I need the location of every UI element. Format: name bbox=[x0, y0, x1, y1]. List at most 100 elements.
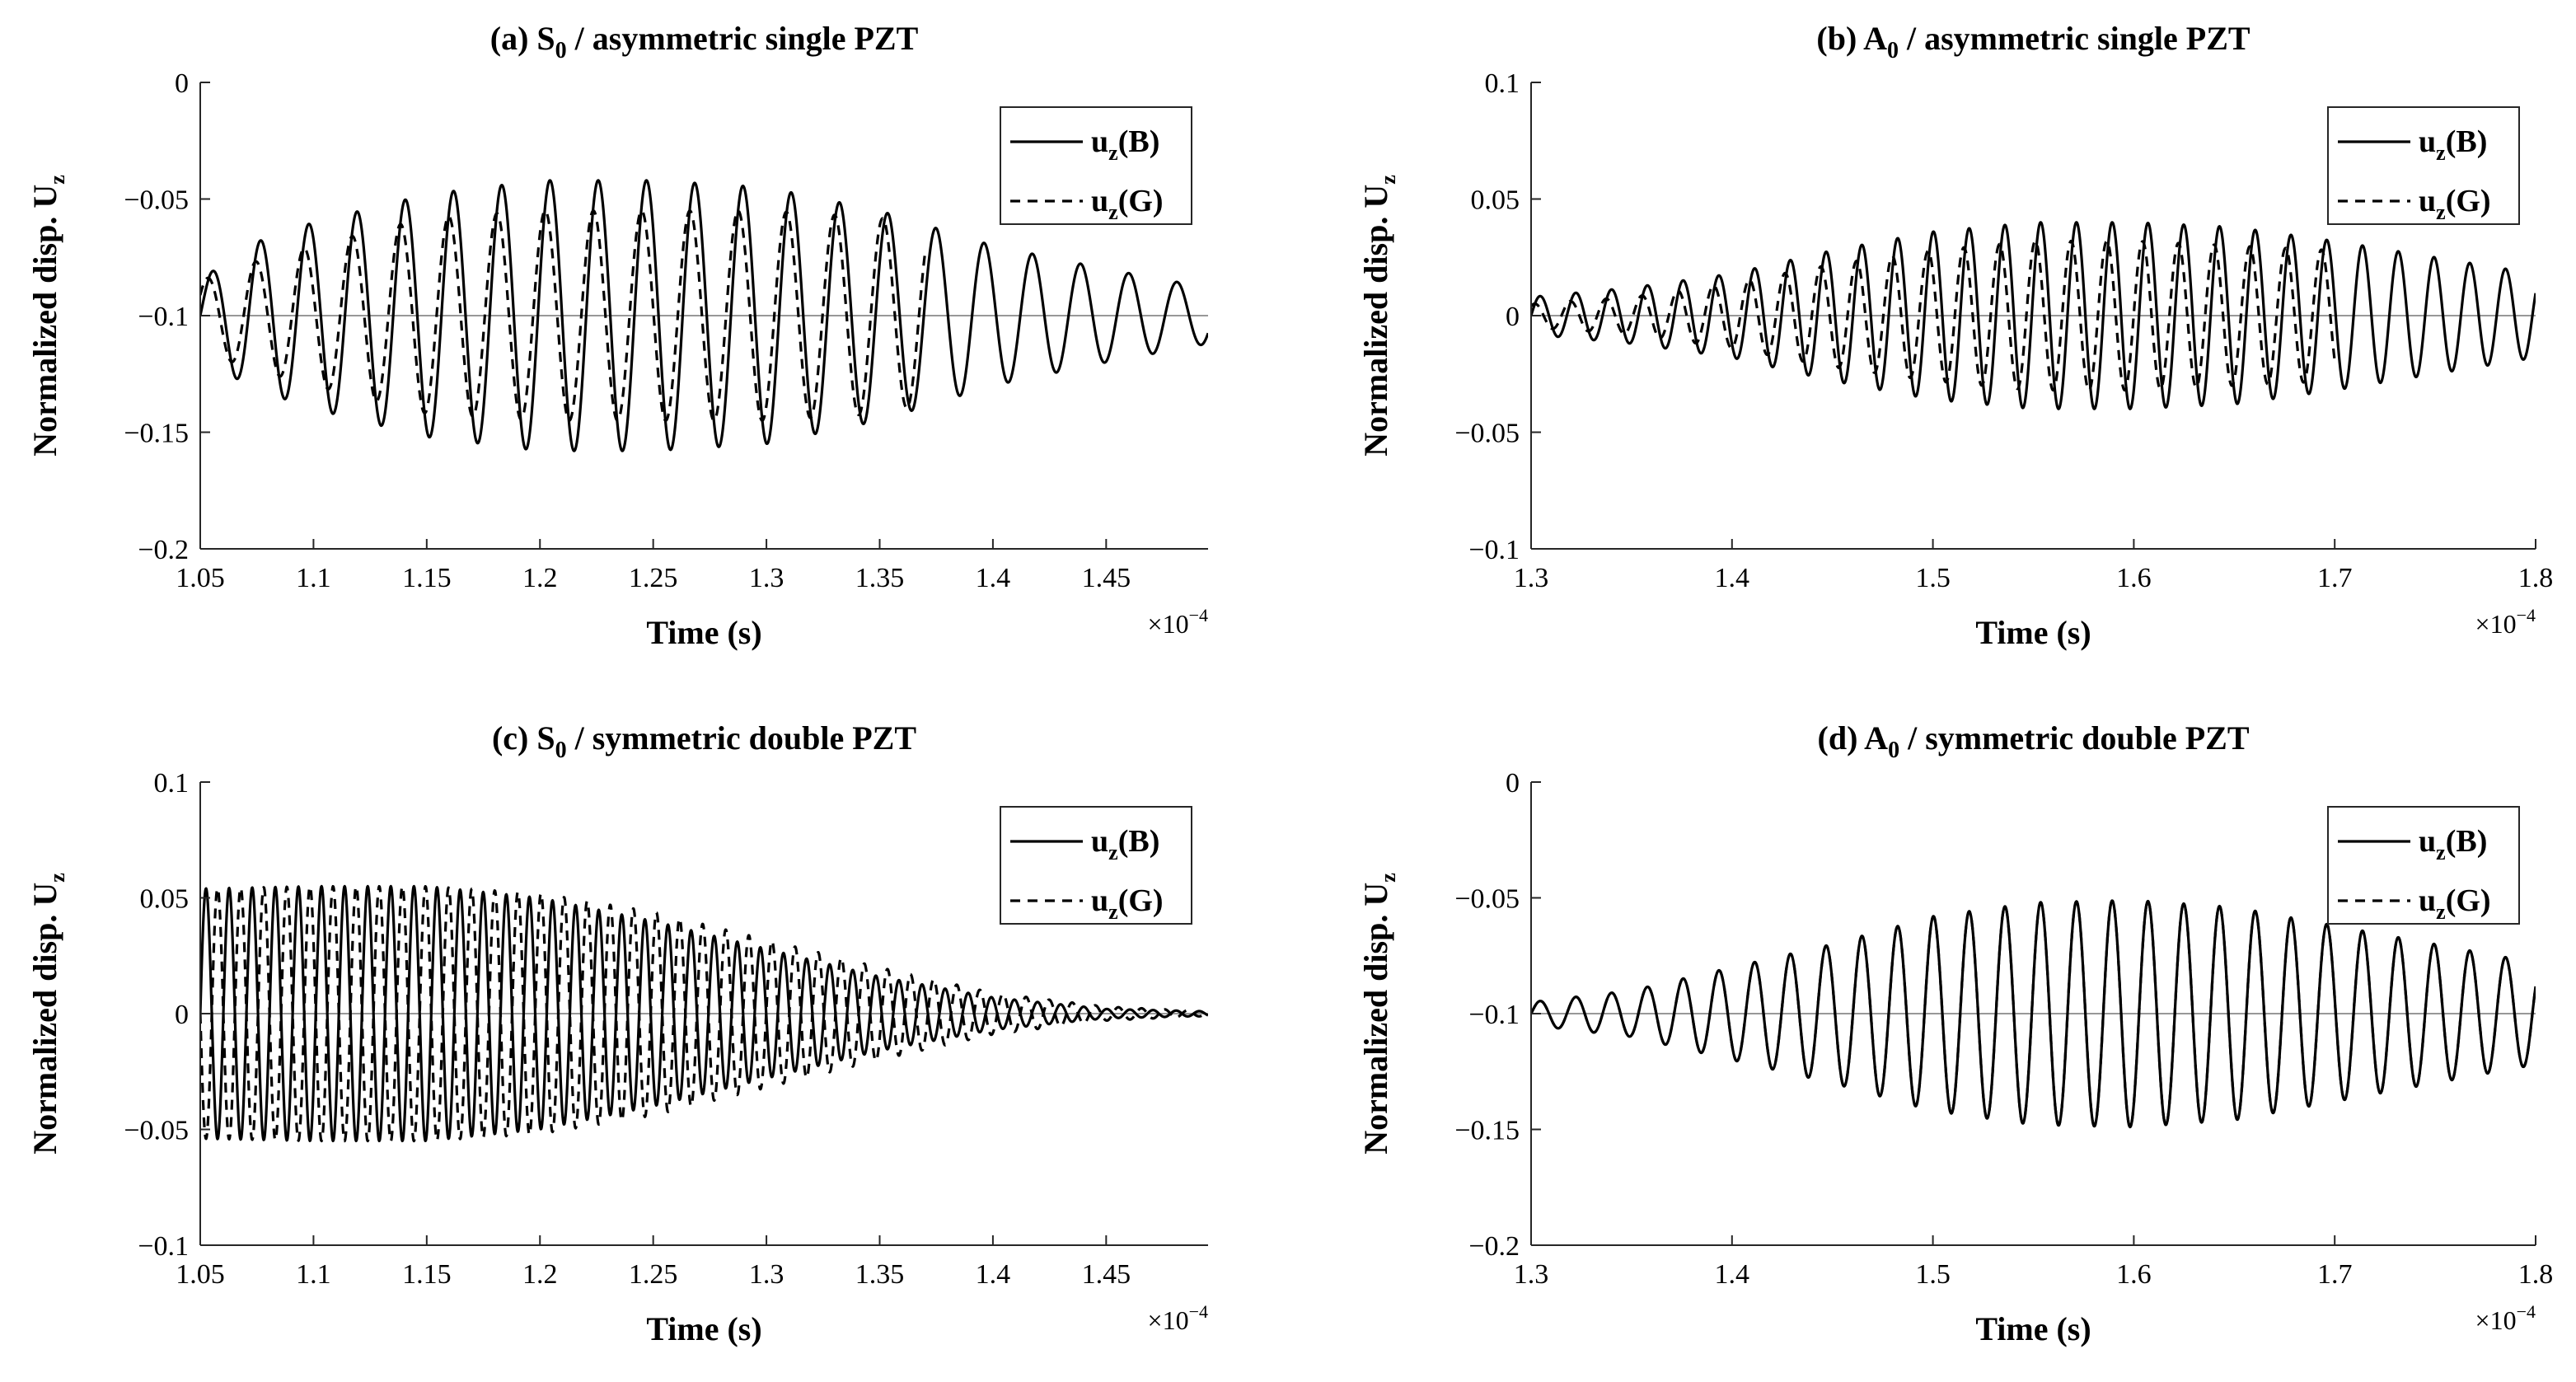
ylabel-main: Normalized disp. U bbox=[26, 883, 63, 1155]
x-tick-label: 1.1 bbox=[296, 1259, 331, 1290]
multiplier-exponent: −4 bbox=[1189, 1301, 1208, 1322]
x-multiplier: ×10−4 bbox=[1148, 605, 1208, 639]
title-subscript: 0 bbox=[1888, 738, 1899, 763]
y-tick-label: −0.1 bbox=[1468, 535, 1520, 565]
legend: uz(B)uz(G) bbox=[2327, 806, 2520, 925]
ylabel-main: Normalized disp. U bbox=[26, 185, 63, 457]
title-rest: / asymmetric single PZT bbox=[1899, 20, 2250, 57]
y-tick-label: −0.05 bbox=[1454, 884, 1520, 915]
y-tick-label: 0.05 bbox=[1471, 185, 1520, 216]
y-tick-label: −0.1 bbox=[138, 1231, 189, 1262]
legend-label-main: u bbox=[1091, 184, 1108, 218]
y-tick-label: −0.2 bbox=[1468, 1231, 1520, 1262]
y-tick-label: −0.15 bbox=[124, 419, 189, 449]
x-tick-label: 1.25 bbox=[629, 563, 678, 593]
x-tick-label: 1.35 bbox=[855, 1259, 905, 1290]
legend-label: uz(G) bbox=[2419, 883, 2491, 924]
y-axis-label: Normalized disp. Uz bbox=[1357, 873, 1400, 1155]
x-multiplier: ×10−4 bbox=[2475, 1301, 2536, 1335]
title-subscript: 0 bbox=[1887, 38, 1899, 63]
legend-box bbox=[2327, 106, 2520, 225]
y-tick-label: −0.1 bbox=[138, 302, 189, 332]
series-line-uzg bbox=[1531, 239, 2336, 392]
y-tick-label: 0.1 bbox=[154, 768, 190, 799]
y-tick-label: −0.05 bbox=[124, 185, 189, 216]
legend-label-rest: (B) bbox=[2446, 824, 2488, 859]
legend-label-subscript: z bbox=[2436, 141, 2446, 165]
x-tick-label: 1.4 bbox=[1715, 1259, 1750, 1290]
x-tick-label: 1.2 bbox=[522, 563, 558, 593]
chart-title: (a) S0 / asymmetric single PZT bbox=[490, 20, 919, 63]
legend-label-main: u bbox=[2419, 184, 2436, 218]
title-main: (a) S bbox=[490, 20, 555, 57]
x-tick-label: 1.05 bbox=[176, 1259, 225, 1290]
legend: uz(B)uz(G) bbox=[1000, 806, 1192, 925]
title-main: (c) S bbox=[492, 719, 555, 757]
legend-label-main: u bbox=[2419, 824, 2436, 859]
legend-label-subscript: z bbox=[2436, 900, 2446, 924]
chart-title: (c) S0 / symmetric double PZT bbox=[492, 719, 916, 763]
legend-label-subscript: z bbox=[1108, 900, 1118, 924]
x-tick-label: 1.15 bbox=[402, 1259, 452, 1290]
x-axis-label: Time (s) bbox=[646, 614, 761, 651]
y-tick-label: 0.05 bbox=[140, 884, 190, 915]
ylabel-subscript: z bbox=[45, 873, 69, 883]
x-multiplier: ×10−4 bbox=[2475, 605, 2536, 639]
x-tick-label: 1.4 bbox=[1715, 563, 1750, 593]
x-tick-label: 1.2 bbox=[522, 1259, 558, 1290]
multiplier-exponent: −4 bbox=[2517, 1301, 2536, 1322]
legend-label-rest: (G) bbox=[2446, 883, 2491, 918]
x-tick-label: 1.4 bbox=[976, 1259, 1011, 1290]
y-tick-label: 0 bbox=[1506, 302, 1520, 332]
legend: uz(B)uz(G) bbox=[1000, 106, 1192, 225]
multiplier-exponent: −4 bbox=[1189, 605, 1208, 625]
y-axis-label: Normalized disp. Uz bbox=[26, 175, 69, 457]
x-tick-label: 1.3 bbox=[749, 1259, 785, 1290]
x-tick-label: 1.25 bbox=[629, 1259, 678, 1290]
legend-label-main: u bbox=[2419, 883, 2436, 918]
multiplier-exponent: −4 bbox=[2517, 605, 2536, 625]
series-line-uzb bbox=[1531, 899, 2536, 1129]
plot-data bbox=[1531, 221, 2536, 410]
x-axis-label: Time (s) bbox=[1975, 614, 2091, 651]
y-axis-label: Normalized disp. Uz bbox=[26, 873, 69, 1155]
multiplier-base: ×10 bbox=[1148, 1305, 1189, 1335]
y-axis-label: Normalized disp. Uz bbox=[1357, 175, 1400, 457]
plot-data bbox=[1531, 899, 2536, 1129]
x-multiplier: ×10−4 bbox=[1148, 1301, 1208, 1335]
legend-label-rest: (B) bbox=[1118, 824, 1160, 859]
y-tick-label: 0 bbox=[1506, 768, 1520, 799]
legend-box bbox=[2327, 806, 2520, 925]
ylabel-main: Normalized disp. U bbox=[1357, 883, 1394, 1155]
series-line-uzb bbox=[200, 884, 1208, 1143]
ylabel-subscript: z bbox=[1376, 873, 1400, 883]
x-tick-label: 1.45 bbox=[1082, 563, 1131, 593]
x-tick-label: 1.5 bbox=[1915, 563, 1951, 593]
multiplier-base: ×10 bbox=[2475, 1305, 2517, 1335]
legend-label: uz(G) bbox=[1091, 883, 1164, 924]
legend-label-subscript: z bbox=[2436, 841, 2446, 864]
x-axis-label: Time (s) bbox=[1975, 1310, 2091, 1347]
legend-label-main: u bbox=[1091, 824, 1108, 859]
x-tick-label: 1.3 bbox=[749, 563, 785, 593]
legend-box bbox=[1000, 106, 1192, 225]
chart-title: (b) A0 / asymmetric single PZT bbox=[1816, 20, 2250, 63]
x-tick-label: 1.5 bbox=[1915, 1259, 1951, 1290]
x-tick-label: 1.15 bbox=[402, 563, 452, 593]
legend-label-subscript: z bbox=[2436, 200, 2446, 224]
y-tick-label: 0 bbox=[175, 68, 189, 99]
legend-label-main: u bbox=[1091, 124, 1108, 159]
legend-label-subscript: z bbox=[1108, 200, 1118, 224]
legend-label-main: u bbox=[1091, 883, 1108, 918]
ylabel-subscript: z bbox=[1376, 175, 1400, 185]
legend-label: uz(B) bbox=[2419, 824, 2487, 864]
title-subscript: 0 bbox=[555, 38, 567, 63]
legend-label-main: u bbox=[2419, 124, 2436, 159]
title-main: (b) A bbox=[1816, 20, 1887, 57]
title-rest: / symmetric double PZT bbox=[567, 719, 917, 757]
series-line-uzg bbox=[200, 884, 1208, 1143]
ylabel-subscript: z bbox=[45, 175, 69, 185]
x-tick-label: 1.6 bbox=[2116, 563, 2152, 593]
y-tick-label: −0.05 bbox=[1454, 419, 1520, 449]
